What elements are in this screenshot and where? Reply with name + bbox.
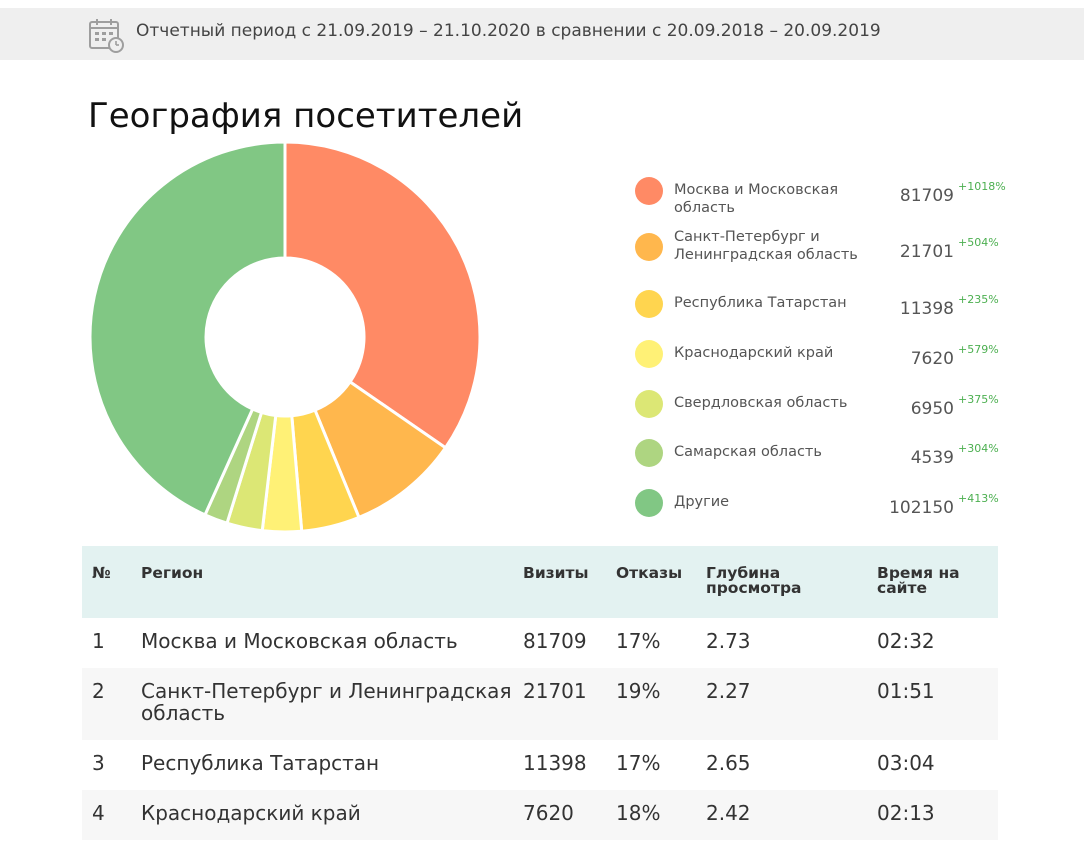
col-header-number: № bbox=[92, 564, 111, 582]
cell-bounces: 19% bbox=[616, 679, 661, 703]
legend-change: +413% bbox=[958, 492, 999, 505]
cell-number: 2 bbox=[92, 679, 105, 703]
cell-time: 03:04 bbox=[877, 751, 935, 775]
legend-item: Самарская область 4539 +304% bbox=[630, 436, 1010, 476]
table-header-row: № Регион Визиты Отказы Глубина просмотра… bbox=[82, 546, 998, 618]
cell-bounces: 17% bbox=[616, 629, 661, 653]
legend-value: 6950 bbox=[910, 399, 954, 419]
donut-slice bbox=[88, 140, 287, 517]
legend-value: 7620 bbox=[910, 349, 954, 369]
legend-swatch bbox=[635, 233, 663, 261]
cell-depth: 2.27 bbox=[706, 679, 751, 703]
legend-change: +1018% bbox=[958, 180, 1006, 193]
legend-label: Республика Татарстан bbox=[674, 295, 847, 311]
cell-bounces: 17% bbox=[616, 751, 661, 775]
legend-change: +579% bbox=[958, 343, 999, 356]
cell-time: 02:32 bbox=[877, 629, 935, 653]
legend-item: Республика Татарстан 11398 +235% bbox=[630, 287, 1010, 327]
legend-label: Краснодарский край bbox=[674, 345, 834, 361]
legend-value: 81709 bbox=[899, 186, 954, 206]
legend-value: 11398 bbox=[899, 299, 954, 319]
legend-label: Свердловская область bbox=[674, 395, 848, 411]
legend-change: +375% bbox=[958, 393, 999, 406]
cell-visits: 11398 bbox=[523, 751, 587, 775]
cell-region: Краснодарский край bbox=[141, 801, 361, 825]
legend-change: +304% bbox=[958, 442, 999, 455]
col-header-visits: Визиты bbox=[523, 564, 589, 582]
donut-slice bbox=[283, 140, 482, 450]
cell-region: Республика Татарстан bbox=[141, 751, 380, 775]
legend-label: Самарская область bbox=[674, 444, 822, 460]
legend-item: Москва и Московская область 81709 +1018% bbox=[630, 174, 1010, 216]
calendar-clock-icon bbox=[89, 19, 124, 53]
col-header-bounces: Отказы bbox=[616, 564, 683, 582]
legend-label: Москва и Московская область bbox=[674, 182, 839, 216]
legend-change: +235% bbox=[958, 293, 999, 306]
page-title: География посетителей bbox=[88, 96, 524, 136]
legend-swatch bbox=[635, 340, 663, 368]
cell-depth: 2.73 bbox=[706, 629, 751, 653]
legend-change: +504% bbox=[958, 236, 999, 249]
table-row: 4 Краснодарский край 7620 18% 2.42 02:13 bbox=[82, 790, 998, 840]
legend-swatch bbox=[635, 290, 663, 318]
cell-number: 4 bbox=[92, 801, 105, 825]
cell-number: 1 bbox=[92, 629, 105, 653]
col-header-region: Регион bbox=[141, 564, 204, 582]
legend-item: Другие 102150 +413% bbox=[630, 486, 1010, 526]
legend-item: Свердловская область 6950 +375% bbox=[630, 387, 1010, 427]
cell-time: 01:51 bbox=[877, 679, 935, 703]
table-row: 2 Санкт-Петербург и Ленинградская област… bbox=[82, 668, 998, 740]
period-bar: Отчетный период с 21.09.2019 – 21.10.202… bbox=[0, 8, 1084, 60]
legend-swatch bbox=[635, 439, 663, 467]
legend-label: Другие bbox=[674, 494, 730, 510]
cell-depth: 2.42 bbox=[706, 801, 751, 825]
cell-depth: 2.65 bbox=[706, 751, 751, 775]
period-text: Отчетный период с 21.09.2019 – 21.10.202… bbox=[136, 21, 881, 41]
legend-item: Краснодарский край 7620 +579% bbox=[630, 337, 1010, 377]
cell-time: 02:13 bbox=[877, 801, 935, 825]
donut-chart bbox=[88, 140, 482, 534]
regions-table: № Регион Визиты Отказы Глубина просмотра… bbox=[82, 546, 998, 840]
cell-visits: 81709 bbox=[523, 629, 587, 653]
cell-bounces: 18% bbox=[616, 801, 661, 825]
cell-number: 3 bbox=[92, 751, 105, 775]
col-header-time: Время на сайте bbox=[877, 564, 960, 597]
legend-swatch bbox=[635, 177, 663, 205]
table-row: 1 Москва и Московская область 81709 17% … bbox=[82, 618, 998, 668]
cell-region: Санкт-Петербург и Ленинградская область bbox=[141, 679, 512, 725]
col-header-depth: Глубина просмотра bbox=[706, 564, 802, 597]
legend-value: 4539 bbox=[910, 448, 954, 468]
legend-value: 102150 bbox=[889, 498, 954, 518]
legend-label: Санкт-Петербург и Ленинградская область bbox=[674, 229, 858, 263]
legend-value: 21701 bbox=[899, 242, 954, 262]
legend-swatch bbox=[635, 489, 663, 517]
cell-visits: 21701 bbox=[523, 679, 587, 703]
legend-swatch bbox=[635, 390, 663, 418]
table-row: 3 Республика Татарстан 11398 17% 2.65 03… bbox=[82, 740, 998, 790]
cell-visits: 7620 bbox=[523, 801, 574, 825]
legend-item: Санкт-Петербург и Ленинградская область 2… bbox=[630, 229, 1010, 270]
cell-region: Москва и Московская область bbox=[141, 629, 458, 653]
